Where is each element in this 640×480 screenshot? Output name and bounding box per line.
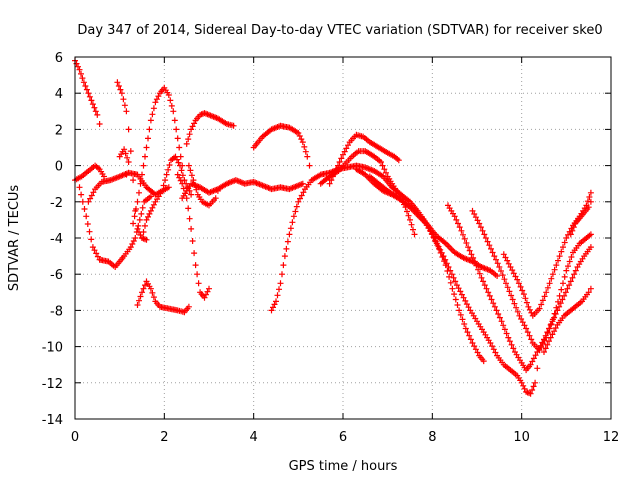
- chart-title: Day 347 of 2014, Sidereal Day-to-day VTE…: [77, 23, 602, 38]
- series-arc-7: [116, 146, 132, 178]
- y-tick-label: -10: [42, 341, 63, 356]
- series-arc-1: [72, 57, 103, 127]
- y-tick-label: 2: [55, 123, 63, 138]
- series-arc-19: [366, 173, 541, 397]
- data-point-markers: [114, 79, 150, 243]
- x-tick-label: 0: [71, 430, 79, 445]
- x-tick-labels: 0 2 4 6 8 10 12: [71, 430, 619, 445]
- y-tick-label: -12: [42, 377, 63, 392]
- series-arc-23: [541, 285, 594, 355]
- y-tick-label: 6: [55, 51, 63, 66]
- x-tick-label: 2: [160, 430, 168, 445]
- data-point-markers: [317, 148, 418, 238]
- y-axis-label: SDTVAR / TECUs: [7, 185, 22, 292]
- y-tick-label: -14: [42, 413, 63, 428]
- y-tick-label: 4: [55, 87, 63, 102]
- data-point-markers: [130, 84, 186, 227]
- x-axis-label: GPS time / hours: [289, 459, 398, 474]
- x-tick-label: 12: [603, 430, 620, 445]
- series-arc-12: [183, 110, 237, 147]
- data-point-markers: [353, 166, 487, 365]
- x-tick-label: 4: [250, 430, 258, 445]
- series-arc-8: [134, 278, 192, 316]
- series-arc-9: [139, 153, 195, 241]
- data-point-markers: [567, 198, 594, 238]
- y-tick-label: -2: [50, 196, 63, 211]
- data-point-markers: [174, 171, 212, 301]
- series-arc-21: [469, 207, 594, 354]
- axis-ticks: [74, 56, 612, 420]
- data-point-markers: [185, 162, 221, 209]
- series-arc-6: [130, 84, 186, 227]
- series-arc-16: [317, 148, 418, 238]
- data-point-markers: [326, 131, 402, 187]
- series-arc-13: [185, 162, 221, 209]
- series-arc-18: [353, 166, 487, 365]
- series-arc-14: [250, 122, 313, 169]
- data-point-markers: [116, 146, 132, 178]
- series-arc-3: [76, 184, 154, 270]
- data-point-markers: [250, 122, 313, 169]
- data-point-markers: [183, 110, 237, 147]
- data-point-markers: [469, 207, 594, 354]
- y-tick-label: 0: [55, 160, 63, 175]
- y-tick-label: -6: [50, 268, 63, 283]
- data-point-markers: [541, 285, 594, 355]
- plot-frame: [74, 56, 612, 420]
- data-point-markers: [72, 57, 103, 127]
- data-point-markers: [139, 153, 195, 241]
- data-point-markers: [134, 278, 192, 316]
- x-tick-label: 8: [428, 430, 436, 445]
- data-series: [72, 57, 594, 397]
- series-arc-10: [174, 171, 212, 301]
- series-arc-5: [114, 79, 150, 243]
- x-tick-label: 6: [339, 430, 347, 445]
- series-arc-17: [326, 131, 402, 187]
- y-tick-labels: -14 -12 -10 -8 -6 -4 -2 0 2 4 6: [42, 51, 63, 428]
- data-point-markers: [76, 184, 154, 270]
- y-tick-label: -8: [50, 304, 63, 319]
- x-tick-label: 10: [513, 430, 530, 445]
- y-tick-label: -4: [50, 232, 63, 247]
- series-arc-24: [567, 198, 594, 238]
- data-point-markers: [366, 173, 541, 397]
